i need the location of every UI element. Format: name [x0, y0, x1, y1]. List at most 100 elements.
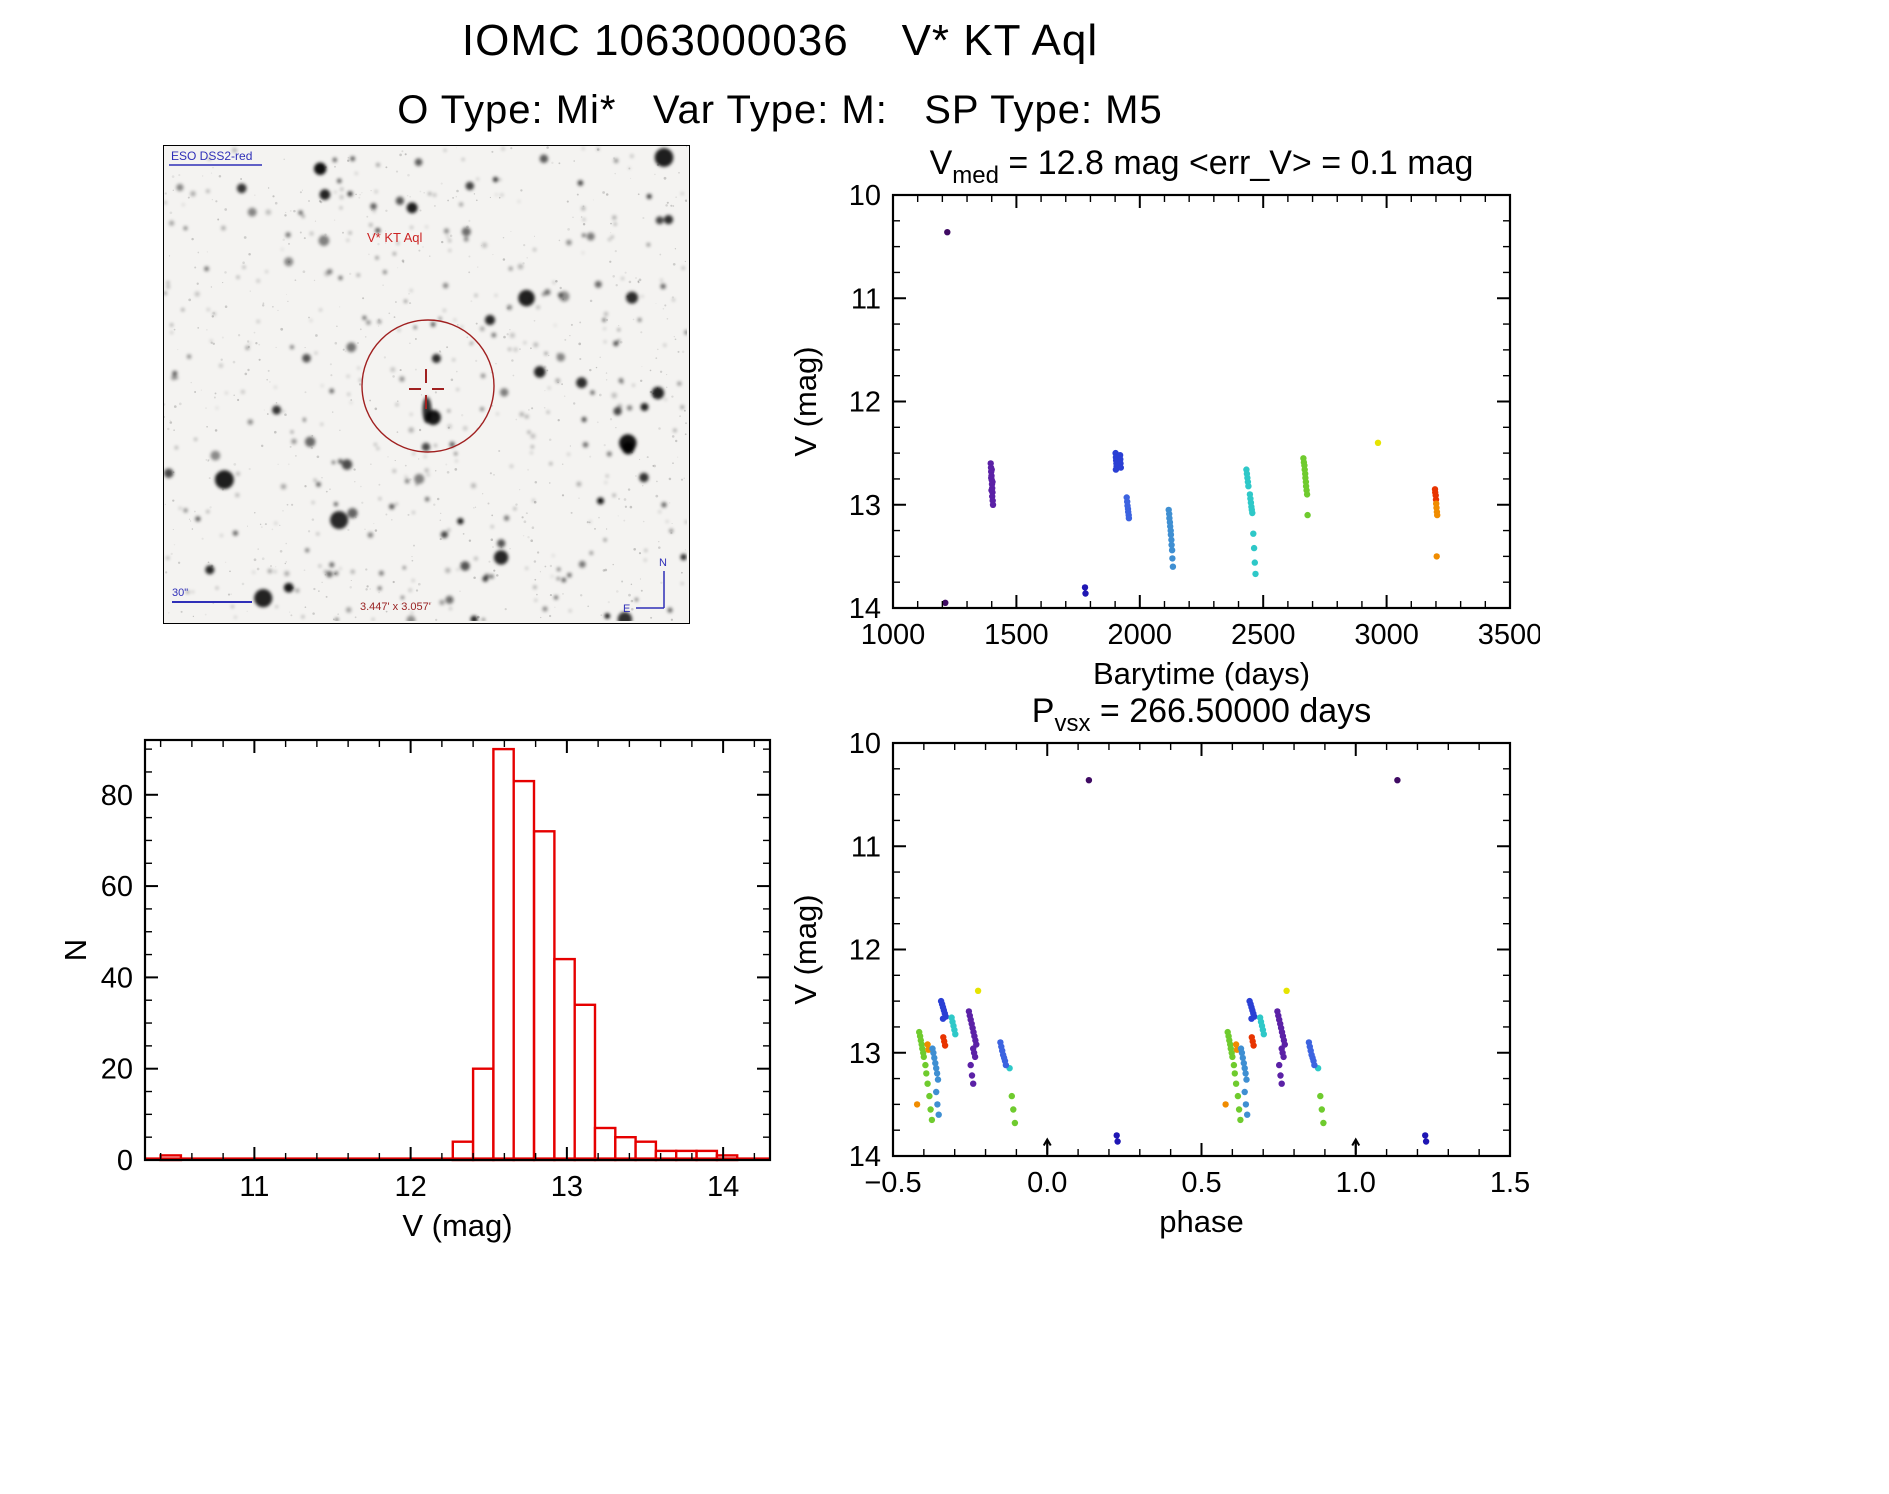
data-point [1248, 1015, 1255, 1022]
data-point [1230, 1061, 1238, 1069]
data-point [1317, 1092, 1324, 1100]
data-point [924, 1041, 931, 1048]
histogram-bar [471, 1067, 495, 1162]
series-epoch-5-blue2 [1123, 494, 1133, 522]
y-tick-label: 10 [849, 728, 881, 760]
data-point [989, 501, 997, 508]
y-tick-label: 40 [101, 962, 133, 994]
data-point [942, 599, 949, 606]
data-point [941, 1042, 949, 1049]
series-orange [913, 1041, 1241, 1108]
scale-bar-label: 30" [172, 587, 188, 599]
target-label: V* KT Aql [367, 230, 423, 245]
x-tick-label: 13 [551, 1171, 583, 1203]
target-star-companion [421, 442, 431, 452]
finding-chart: ESO DSS2-red V* KT Aql 30" 3.447' x 3.05… [163, 145, 690, 624]
data-point [1304, 511, 1311, 519]
data-point [1235, 1106, 1243, 1113]
data-point [1231, 1070, 1238, 1077]
data-point [1010, 1106, 1017, 1113]
histogram-bar [451, 1140, 475, 1162]
data-point [922, 1061, 929, 1069]
data-point [920, 1053, 927, 1061]
y-axis-title: V (mag) [790, 346, 823, 456]
histogram-bar [553, 957, 576, 1162]
data-point [1241, 1088, 1248, 1096]
series-purple [965, 1008, 1288, 1087]
data-points [913, 777, 1430, 1145]
compass-east-label: E [623, 603, 630, 615]
series-epoch-6-steelblue [1165, 506, 1177, 570]
data-point [923, 1070, 930, 1077]
series-red [940, 1034, 1257, 1049]
data-point [974, 987, 982, 994]
axis-ticks [892, 742, 1511, 1157]
data-point [1277, 1072, 1284, 1079]
data-point [1117, 464, 1124, 471]
series-green [916, 1028, 1327, 1127]
plot-title: Vmed = 12.8 mag <err_V> = 0.1 mag [930, 144, 1474, 189]
sky-background [164, 146, 687, 621]
y-tick-label: 60 [101, 871, 133, 903]
data-point [1252, 570, 1259, 578]
series-outlier-violet [1085, 777, 1401, 784]
data-point [1082, 590, 1089, 597]
data-point [1434, 511, 1441, 519]
x-tick-label: −0.5 [864, 1167, 921, 1199]
data-point [988, 487, 995, 494]
fov-size-label: 3.447' x 3.057' [360, 601, 431, 613]
data-point [939, 1015, 947, 1022]
data-point [933, 1065, 940, 1072]
data-point [1081, 584, 1089, 591]
y-tick-label: 14 [849, 1141, 881, 1173]
phase-folded-panel: Pvsx = 266.50000 days −0.5 0.0 0.5 1.0 1.5 10 1… [790, 692, 1530, 1239]
data-point [1229, 1053, 1236, 1061]
axes-frame [143, 738, 772, 1162]
axes-frame [891, 193, 1512, 610]
series-yellow [974, 987, 1290, 994]
series-epoch-4-blue [1112, 449, 1124, 473]
x-tick-label: 3000 [1354, 619, 1419, 651]
data-point [1234, 1092, 1242, 1100]
x-axis-title: Barytime (days) [1093, 656, 1310, 691]
axes-frame [891, 741, 1512, 1158]
x-tick-label: 1500 [984, 619, 1049, 651]
data-point [1276, 1061, 1283, 1069]
page-title: IOMC 1063000036 V* KT Aql [461, 16, 1099, 65]
data-point [1394, 777, 1401, 784]
target-star-smudge [421, 397, 432, 452]
x-tick-label: 1.0 [1336, 1167, 1376, 1199]
histogram-bar [512, 779, 536, 1162]
data-point [1240, 1059, 1247, 1067]
y-tick-label: 11 [851, 283, 881, 315]
data-point [1278, 1080, 1285, 1087]
data-point [1245, 483, 1252, 490]
data-point [1303, 491, 1311, 498]
data-point [1318, 1106, 1325, 1113]
y-tick-label: 12 [849, 387, 881, 419]
data-point [1113, 1132, 1120, 1139]
data-point [1008, 1092, 1015, 1100]
data-point [988, 466, 995, 473]
histogram-bar [492, 747, 515, 1162]
data-point [932, 1059, 939, 1067]
data-point [1002, 1061, 1010, 1069]
series-epoch-11-orange [1433, 500, 1441, 560]
series-epoch-1-violet [942, 229, 951, 606]
data-point [1242, 1101, 1250, 1108]
data-point [928, 1116, 936, 1124]
axis-ticks [145, 740, 770, 1161]
data-point [1112, 466, 1120, 473]
data-point [1249, 509, 1256, 517]
data-point [1232, 1041, 1240, 1048]
series-blue [937, 997, 1258, 1022]
data-point [1085, 777, 1093, 784]
data-point [1320, 1119, 1327, 1127]
series-epoch-7-cyan [1243, 466, 1259, 578]
data-point [1250, 530, 1257, 537]
y-tick-label: 13 [849, 490, 881, 522]
data-point [1311, 1061, 1318, 1069]
histogram-bar [634, 1140, 658, 1162]
data-point [944, 229, 951, 236]
y-tick-label: 0 [117, 1145, 133, 1177]
